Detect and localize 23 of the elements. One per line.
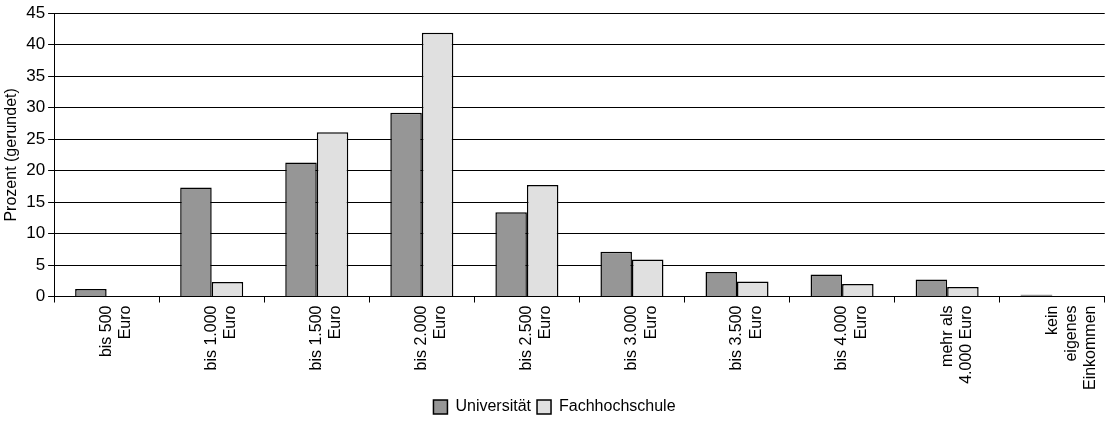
x-tick-label: bis 3.500 Euro: [727, 305, 764, 371]
x-tick-label: bis 3.000 Euro: [622, 305, 659, 371]
x-tick-label: bis 2.500 Euro: [517, 305, 554, 371]
y-tick-label: 20: [26, 160, 46, 180]
x-tick-label: bis 500 Euro: [97, 305, 134, 358]
x-tick-label: mehr als 4.000 Euro: [937, 305, 974, 384]
legend-label: Universität: [455, 397, 532, 415]
x-tick-label: bis 4.000 Euro: [832, 305, 869, 371]
x-tick-label: kein eigenes Einkommen: [1042, 305, 1099, 391]
y-tick-label: 5: [35, 254, 46, 274]
x-tick-label: bis 2.000 Euro: [412, 305, 449, 371]
y-tick-label: 35: [26, 65, 46, 85]
legend-label: Fachhochschule: [559, 397, 676, 415]
y-axis-title: Prozent (gerundet): [2, 88, 20, 222]
y-tick-label: 25: [26, 128, 46, 148]
x-tick-label: bis 1.000 Euro: [202, 305, 239, 371]
y-tick-label: 15: [26, 191, 46, 211]
x-tick-label: bis 1.500 Euro: [307, 305, 344, 371]
y-tick-label: 45: [26, 2, 46, 22]
y-tick-label: 0: [35, 286, 46, 306]
y-tick-label: 10: [26, 223, 46, 243]
y-tick-label: 40: [26, 34, 46, 54]
y-tick-label: 30: [26, 97, 46, 117]
